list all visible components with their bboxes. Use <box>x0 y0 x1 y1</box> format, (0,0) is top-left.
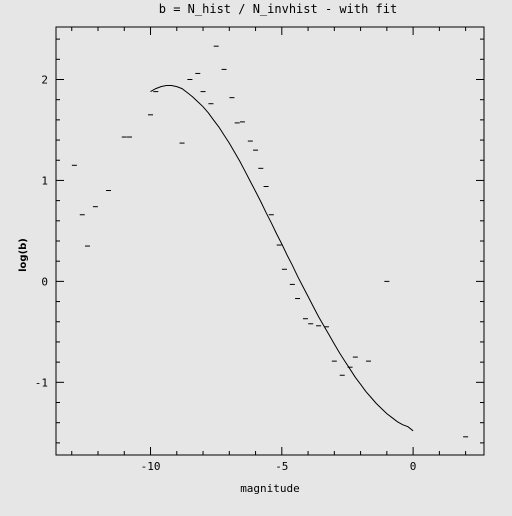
axis-ticks <box>56 27 484 455</box>
y-tick-label: -1 <box>35 376 48 389</box>
x-tick-label: -10 <box>141 460 161 473</box>
fit-curve <box>150 85 414 432</box>
y-tick-label: 0 <box>41 275 48 288</box>
y-axis-label: log(b) <box>18 238 29 272</box>
chart-title: b = N_hist / N_invhist - with fit <box>159 2 397 16</box>
plot-frame <box>55 26 485 456</box>
x-tick-label: 0 <box>410 460 417 473</box>
x-axis-label: magnitude <box>240 482 300 495</box>
y-tick-label: 2 <box>41 73 48 86</box>
data-points <box>71 45 469 438</box>
x-tick-label: -5 <box>275 460 288 473</box>
y-tick-label: 1 <box>41 174 48 187</box>
